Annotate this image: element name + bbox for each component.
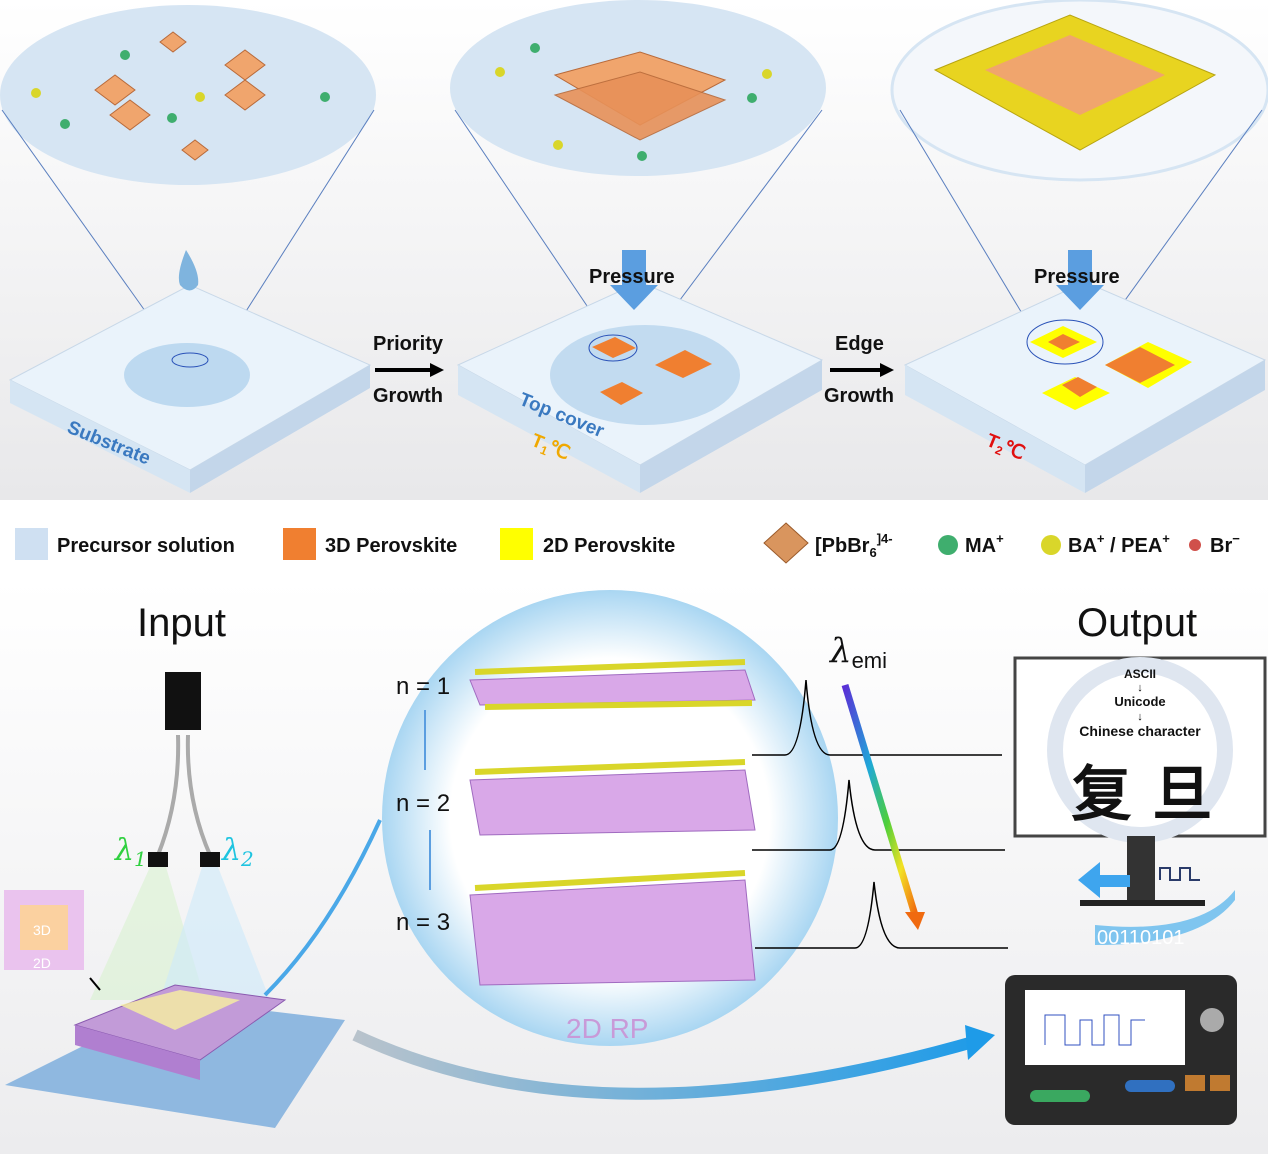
n1-layer — [469, 659, 756, 710]
n3-label: n = 3 — [396, 909, 450, 936]
monitor: 00110101 — [1013, 656, 1267, 949]
precursor-swatch — [15, 528, 48, 560]
chinese-character-label: Chinese character — [1079, 723, 1201, 739]
legend-ba-pea: BA+ / PEA+ — [1068, 531, 1170, 557]
2d-rp-bubble — [382, 590, 838, 1046]
legend-2d: 2D Perovskite — [543, 535, 675, 557]
edge-growth-platform — [903, 250, 1267, 493]
lambda2-label: λ2 — [221, 833, 254, 871]
top-cover-platform — [456, 250, 824, 493]
legend: Precursor solution 3D Perovskite 2D Pero… — [15, 522, 1240, 564]
zoom-arrow — [263, 819, 382, 997]
n3-layer — [469, 870, 756, 986]
2d-swatch — [500, 528, 533, 560]
zoom-bubble-3d-growth — [450, 0, 826, 341]
light-source — [90, 672, 270, 1000]
br-sphere-icon — [1189, 539, 1201, 551]
pressure-arrow-icon — [1056, 250, 1104, 310]
3d-swatch — [283, 528, 316, 560]
priority-growth-label: Priority — [373, 333, 444, 355]
input-title: Input — [137, 601, 226, 645]
device-sample — [5, 984, 345, 1128]
lambda-emi-label: λemi — [828, 631, 887, 673]
edge-growth-label-2: Growth — [824, 385, 894, 407]
zoom-bubble-edge-growth — [890, 0, 1268, 336]
ba-sphere-icon — [1041, 535, 1061, 555]
svg-text:3D: 3D — [33, 922, 51, 938]
legend-br: Br− — [1210, 531, 1240, 557]
arrow-down-icon: ↓ — [1137, 711, 1143, 723]
droplet-icon — [178, 250, 199, 291]
output-title: Output — [1077, 601, 1197, 645]
pressure-label-1: Pressure — [589, 266, 675, 288]
svg-text:2D: 2D — [33, 955, 51, 971]
chinese-characters: 复 旦 — [1072, 760, 1213, 830]
binary-code: 00110101 — [1097, 927, 1185, 949]
octahedron-icon — [763, 522, 809, 564]
pressure-label-2: Pressure — [1034, 266, 1120, 288]
ma-sphere-icon — [938, 535, 958, 555]
n2-layer — [469, 759, 756, 836]
redshift-arrow — [841, 683, 919, 917]
priority-growth-label-2: Growth — [373, 385, 443, 407]
ascii-label: ASCII — [1124, 667, 1156, 681]
oscilloscope — [1005, 975, 1237, 1125]
emission-spectra — [752, 679, 1008, 949]
arrow-down-icon: ↓ — [1137, 682, 1143, 694]
legend-ma: MA+ — [965, 531, 1004, 557]
n1-label: n = 1 — [396, 673, 450, 700]
rp-label: 2D RP — [566, 1013, 648, 1044]
lambda1-label: λ1 — [114, 833, 147, 871]
output-arrow — [352, 1029, 982, 1100]
arrow-right-icon — [375, 363, 444, 377]
zoom-bubble-precursor — [0, 5, 376, 361]
edge-growth-label: Edge — [835, 333, 884, 355]
legend-3d: 3D Perovskite — [325, 535, 457, 557]
chip-inset: 3D 2D — [4, 890, 101, 991]
unicode-label: Unicode — [1114, 694, 1165, 709]
substrate-platform — [8, 250, 372, 493]
legend-pbbr6: [PbBr6]4- — [815, 531, 893, 560]
pressure-arrow-icon — [610, 250, 658, 310]
arrow-right-icon — [830, 363, 894, 377]
n2-label: n = 2 — [396, 790, 450, 817]
legend-precursor: Precursor solution — [57, 535, 235, 557]
